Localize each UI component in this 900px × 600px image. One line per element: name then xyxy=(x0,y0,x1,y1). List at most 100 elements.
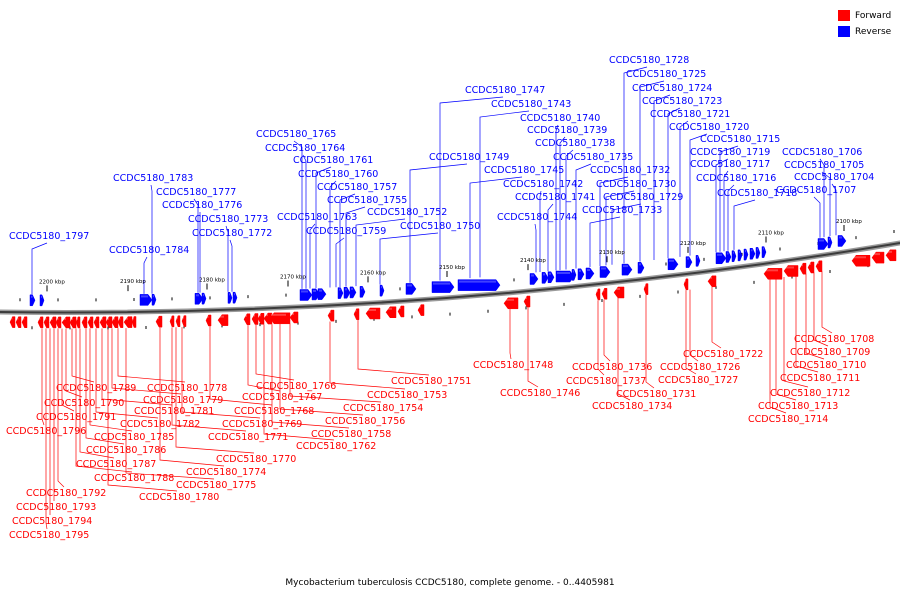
gene-label[interactable]: CCDC5180_1738 xyxy=(535,138,615,149)
gene-label[interactable]: CCDC5180_1714 xyxy=(748,414,828,425)
gene-label[interactable]: CCDC5180_1704 xyxy=(794,172,874,183)
reverse-gene[interactable] xyxy=(201,292,207,305)
gene-label[interactable]: CCDC5180_1768 xyxy=(234,406,314,417)
forward-gene[interactable] xyxy=(117,316,124,328)
reverse-gene[interactable] xyxy=(379,284,385,297)
gene-label[interactable]: CCDC5180_1754 xyxy=(343,403,423,414)
reverse-gene[interactable] xyxy=(151,293,157,306)
forward-gene[interactable] xyxy=(523,295,531,308)
gene-label[interactable]: CCDC5180_1712 xyxy=(770,388,850,399)
gene-label[interactable]: CCDC5180_1707 xyxy=(776,185,856,196)
gene-label[interactable]: CCDC5180_1753 xyxy=(367,390,447,401)
reverse-gene[interactable] xyxy=(139,294,153,306)
forward-gene[interactable] xyxy=(885,249,897,262)
gene-label[interactable]: CCDC5180_1784 xyxy=(109,245,189,256)
forward-gene[interactable] xyxy=(871,251,885,264)
forward-gene[interactable] xyxy=(21,316,28,328)
gene-label[interactable]: CCDC5180_1747 xyxy=(465,85,545,96)
forward-gene[interactable] xyxy=(503,297,519,310)
gene-label[interactable]: CCDC5180_1732 xyxy=(590,165,670,176)
gene-label[interactable]: CCDC5180_1742 xyxy=(503,179,583,190)
gene-label[interactable]: CCDC5180_1741 xyxy=(515,192,595,203)
reverse-gene[interactable] xyxy=(39,294,45,307)
gene-label[interactable]: CCDC5180_1778 xyxy=(147,383,227,394)
gene-label[interactable]: CCDC5180_1735 xyxy=(553,152,633,163)
forward-gene[interactable] xyxy=(385,306,397,318)
forward-gene[interactable] xyxy=(815,260,823,273)
forward-gene[interactable] xyxy=(169,315,175,328)
reverse-gene[interactable] xyxy=(232,291,238,304)
gene-label[interactable]: CCDC5180_1723 xyxy=(642,96,722,107)
reverse-gene[interactable] xyxy=(405,283,417,295)
reverse-gene[interactable] xyxy=(837,235,847,247)
forward-gene[interactable] xyxy=(353,308,360,320)
gene-label[interactable]: CCDC5180_1791 xyxy=(36,412,116,423)
gene-label[interactable]: CCDC5180_1779 xyxy=(143,395,223,406)
forward-gene[interactable] xyxy=(123,316,133,328)
forward-gene[interactable] xyxy=(9,316,16,328)
reverse-gene[interactable] xyxy=(457,279,501,291)
forward-gene[interactable] xyxy=(205,314,212,327)
reverse-gene[interactable] xyxy=(343,287,351,299)
forward-gene[interactable] xyxy=(327,309,335,322)
reverse-gene[interactable] xyxy=(541,272,549,284)
gene-label[interactable]: CCDC5180_1745 xyxy=(484,165,564,176)
reverse-gene[interactable] xyxy=(755,247,761,259)
forward-gene[interactable] xyxy=(601,288,608,300)
reverse-gene[interactable] xyxy=(194,293,204,305)
gene-label[interactable]: CCDC5180_1740 xyxy=(520,113,600,124)
reverse-gene[interactable] xyxy=(577,268,585,281)
gene-label[interactable]: CCDC5180_1755 xyxy=(327,195,407,206)
gene-label[interactable]: CCDC5180_1782 xyxy=(120,419,200,430)
forward-gene[interactable] xyxy=(43,316,50,329)
gene-label[interactable]: CCDC5180_1793 xyxy=(16,502,96,513)
gene-label[interactable]: CCDC5180_1748 xyxy=(473,360,553,371)
forward-gene[interactable] xyxy=(15,316,22,328)
gene-label[interactable]: CCDC5180_1777 xyxy=(156,187,236,198)
gene-label[interactable]: CCDC5180_1758 xyxy=(311,429,391,440)
gene-label[interactable]: CCDC5180_1746 xyxy=(500,388,580,399)
gene-label[interactable]: CCDC5180_1771 xyxy=(208,432,288,443)
gene-label[interactable]: CCDC5180_1789 xyxy=(56,383,136,394)
gene-label[interactable]: CCDC5180_1736 xyxy=(572,362,652,373)
reverse-gene[interactable] xyxy=(349,286,357,299)
gene-label[interactable]: CCDC5180_1772 xyxy=(192,228,272,239)
forward-gene[interactable] xyxy=(289,311,299,324)
forward-gene[interactable] xyxy=(99,316,107,329)
reverse-gene[interactable] xyxy=(547,271,555,284)
forward-gene[interactable] xyxy=(365,307,381,320)
gene-label[interactable]: CCDC5180_1790 xyxy=(44,398,124,409)
gene-label[interactable]: CCDC5180_1786 xyxy=(86,445,166,456)
reverse-gene[interactable] xyxy=(431,281,455,293)
reverse-gene[interactable] xyxy=(817,238,829,250)
reverse-gene[interactable] xyxy=(299,289,313,301)
forward-gene[interactable] xyxy=(75,316,81,329)
forward-gene[interactable] xyxy=(595,288,601,301)
forward-gene[interactable] xyxy=(799,262,807,275)
gene-label[interactable]: CCDC5180_1737 xyxy=(566,376,646,387)
gene-label[interactable]: CCDC5180_1739 xyxy=(527,125,607,136)
reverse-gene[interactable] xyxy=(529,273,539,285)
forward-gene[interactable] xyxy=(707,275,717,288)
gene-label[interactable]: CCDC5180_1730 xyxy=(596,179,676,190)
gene-label[interactable]: CCDC5180_1715 xyxy=(700,134,780,145)
gene-label[interactable]: CCDC5180_1743 xyxy=(491,99,571,110)
reverse-gene[interactable] xyxy=(827,236,833,249)
forward-gene[interactable] xyxy=(807,261,815,274)
gene-label[interactable]: CCDC5180_1766 xyxy=(256,381,336,392)
gene-label[interactable]: CCDC5180_1724 xyxy=(632,83,712,94)
reverse-gene[interactable] xyxy=(761,246,767,258)
reverse-gene[interactable] xyxy=(737,249,743,262)
gene-label[interactable]: CCDC5180_1787 xyxy=(76,459,156,470)
gene-label[interactable]: CCDC5180_1762 xyxy=(296,441,376,452)
reverse-gene[interactable] xyxy=(599,266,611,278)
gene-label[interactable]: CCDC5180_1728 xyxy=(609,55,689,66)
gene-label[interactable]: CCDC5180_1774 xyxy=(186,467,266,478)
forward-gene[interactable] xyxy=(269,312,291,325)
gene-label[interactable]: CCDC5180_1773 xyxy=(188,214,268,225)
forward-gene[interactable] xyxy=(69,316,77,329)
reverse-gene[interactable] xyxy=(29,294,36,307)
gene-label[interactable]: CCDC5180_1788 xyxy=(94,473,174,484)
forward-gene[interactable] xyxy=(251,313,259,325)
forward-gene[interactable] xyxy=(61,316,71,329)
